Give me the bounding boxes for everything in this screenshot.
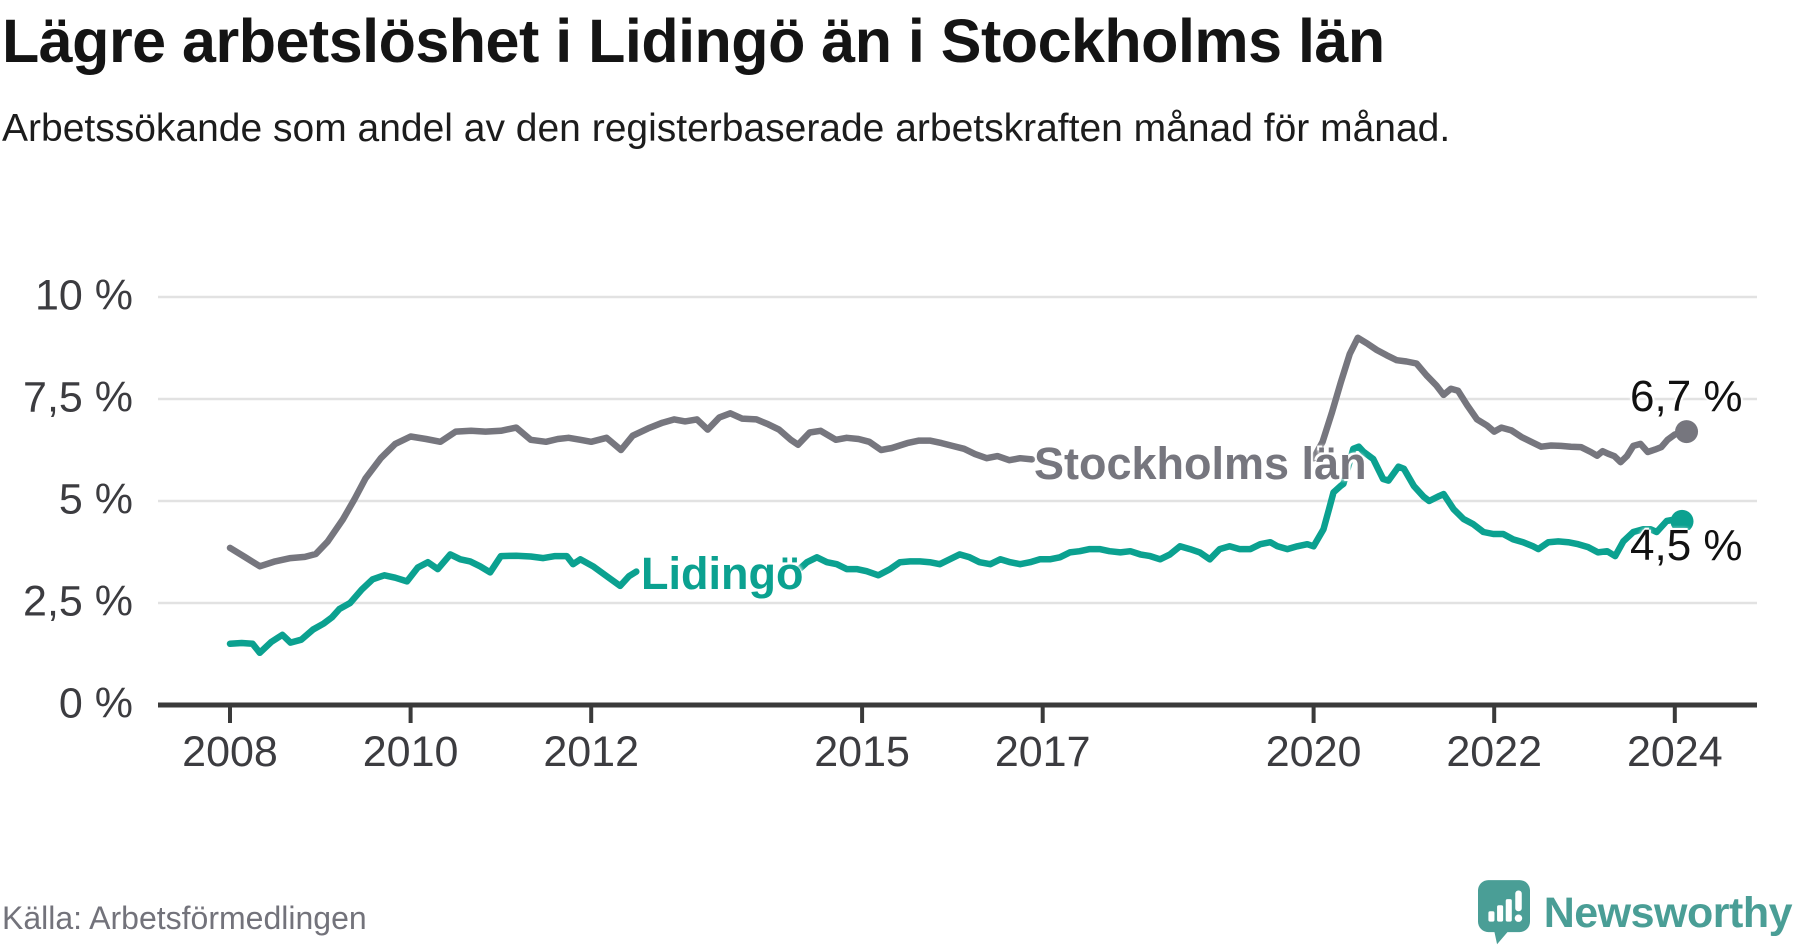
y-axis: 0 % 2,5 % 5 % 7,5 % 10 % [0, 0, 133, 760]
series-line-lidingo [226, 551, 640, 657]
series-end-dot-stockholms-lan [1675, 420, 1699, 444]
end-value-label-stockholms-lan: 6,7 % [1630, 372, 1743, 421]
series-line-stockholms-lan [226, 410, 1036, 570]
page-title: Lägre arbetslöshet i Lidingö än i Stockh… [2, 7, 1385, 75]
y-axis-tick-label: 10 % [34, 271, 133, 320]
newsworthy-logo: Newsworthy [1477, 880, 1793, 946]
x-axis-tick-label: 2015 [814, 728, 910, 776]
y-axis-tick-label: 0 % [58, 679, 133, 728]
chart-subtitle: Arbetssökande som andel av den registerb… [2, 107, 1451, 150]
x-axis-tick-label: 2010 [362, 728, 459, 776]
series-line-lidingo [793, 443, 1686, 579]
x-axis-tick-label: 2020 [1265, 728, 1362, 776]
series-label-stockholms-lan: Stockholms län [1034, 438, 1367, 489]
series-label-lidingo: Lidingö [641, 548, 804, 599]
y-axis-tick-label: 7,5 % [23, 373, 133, 422]
source-attribution: Källa: Arbetsförmedlingen [2, 900, 367, 936]
y-axis-tick-label: 2,5 % [23, 577, 133, 626]
end-value-label-lidingo: 4,5 % [1630, 521, 1743, 570]
y-axis-tick-label: 5 % [58, 475, 133, 524]
newsworthy-wordmark: Newsworthy [1543, 888, 1793, 937]
x-axis-tick-label: 2024 [1626, 728, 1723, 776]
x-axis-tick-label: 2017 [994, 728, 1091, 776]
x-axis-tick-label: 2012 [543, 728, 640, 776]
series-end-dot-lidingo [1670, 509, 1694, 533]
newsworthy-bubble-icon [1477, 880, 1530, 945]
x-axis: 2008 2010 2012 2015 2017 2020 2022 2024 [0, 728, 1800, 788]
x-axis-tick-label: 2008 [182, 728, 278, 776]
series-line-stockholms-lan [1310, 334, 1690, 466]
x-axis-tick-label: 2022 [1446, 728, 1543, 776]
